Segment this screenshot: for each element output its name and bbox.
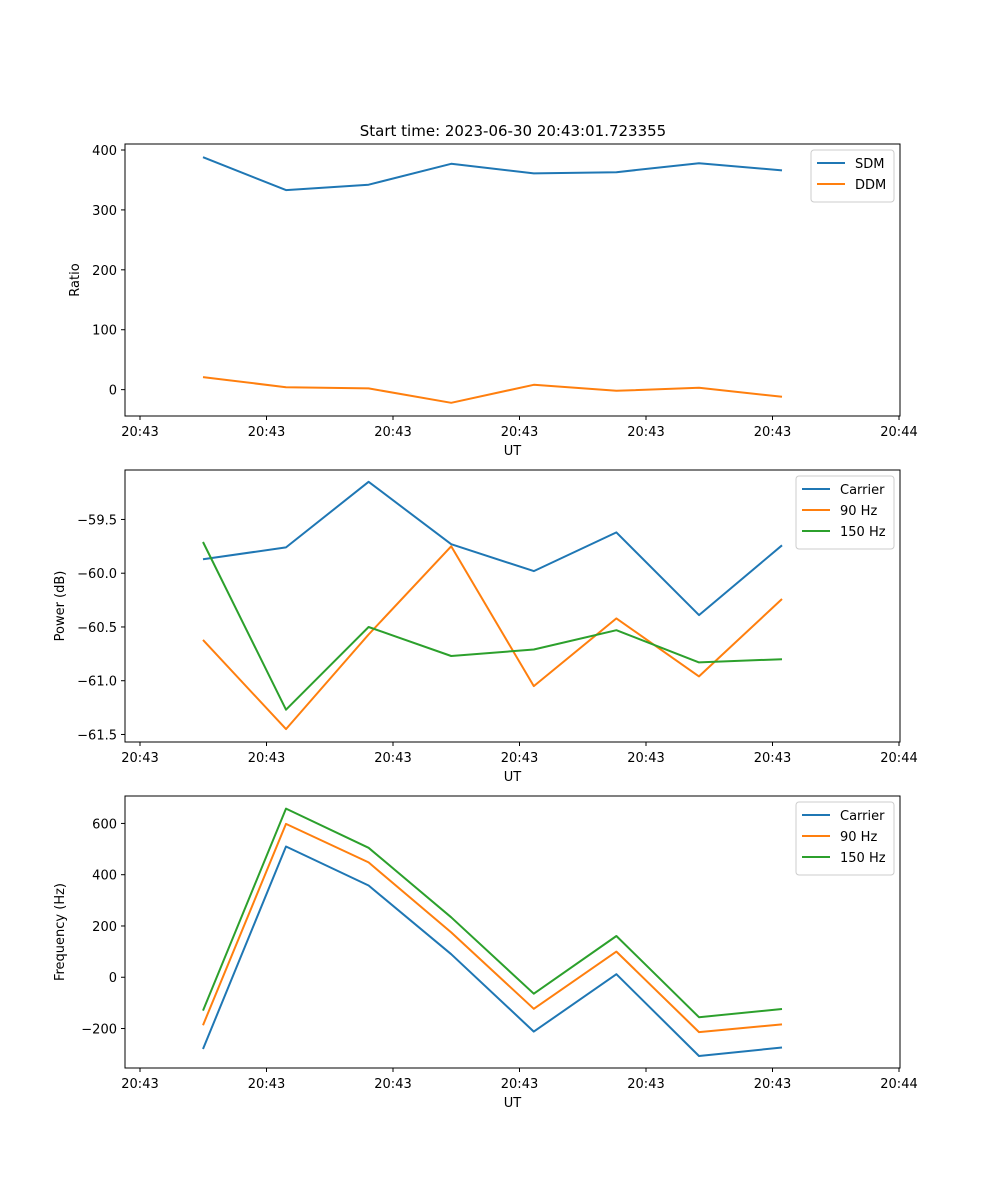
x-tick-label: 20:43 bbox=[627, 1077, 664, 1092]
y-tick-label: −61.0 bbox=[77, 675, 117, 690]
x-tick-label: 20:43 bbox=[248, 1077, 285, 1092]
y-tick-label: −59.5 bbox=[77, 513, 117, 528]
legend-label: 150 Hz bbox=[840, 525, 886, 540]
chart-panel-3: 20:43 20:43 20:43 20:43 20:43 20:43 20:44 UT −20… bbox=[53, 795, 918, 1111]
y-tick-label: −60.0 bbox=[77, 567, 117, 582]
chart-panel-1: 20:43 20:43 20:43 20:43 20:43 20:43 20:44 UT 0 10… bbox=[68, 143, 918, 459]
x-tick-label: 20:43 bbox=[627, 425, 664, 440]
legend-label: 90 Hz bbox=[840, 504, 877, 519]
legend-label: SDM bbox=[855, 157, 884, 172]
y-tick-label: 0 bbox=[109, 384, 117, 399]
legend-label: 90 Hz bbox=[840, 830, 877, 845]
x-axis-label: UT bbox=[504, 770, 522, 785]
series-line-150-hz bbox=[202, 807, 783, 1019]
x-tick-label: 20:43 bbox=[501, 1077, 538, 1092]
y-tick-label: 100 bbox=[92, 324, 117, 339]
x-tick-label: 20:43 bbox=[121, 1077, 158, 1092]
y-tick-label: 600 bbox=[92, 817, 117, 832]
series-line-sdm bbox=[202, 156, 783, 192]
x-tick-label: 20:43 bbox=[754, 425, 791, 440]
x-tick-label: 20:43 bbox=[248, 425, 285, 440]
x-tick-label: 20:43 bbox=[121, 425, 158, 440]
figure-title: Start time: 2023-06-30 20:43:01.723355 bbox=[360, 122, 666, 140]
series-line-150-hz bbox=[202, 541, 783, 711]
x-tick-label: 20:43 bbox=[374, 751, 411, 766]
y-tick-label: 0 bbox=[109, 971, 117, 986]
x-tick-label: 20:43 bbox=[754, 751, 791, 766]
x-axis-label: UT bbox=[504, 1096, 522, 1111]
y-axis-label: Ratio bbox=[68, 263, 83, 296]
x-tick-label: 20:43 bbox=[627, 751, 664, 766]
x-axis-label: UT bbox=[504, 444, 522, 459]
series-line-carrier bbox=[202, 845, 783, 1057]
series-line-ddm bbox=[202, 376, 783, 404]
x-tick-label: 20:44 bbox=[880, 1077, 917, 1092]
y-tick-label: −61.5 bbox=[77, 728, 117, 743]
y-tick-label: 400 bbox=[92, 869, 117, 884]
x-tick-label: 20:43 bbox=[121, 751, 158, 766]
axes-frame bbox=[124, 143, 901, 417]
legend-label: 150 Hz bbox=[840, 851, 886, 866]
y-tick-label: −200 bbox=[81, 1023, 117, 1038]
series-line-90-hz bbox=[202, 545, 783, 731]
legend: Carrier 90 Hz 150 Hz bbox=[795, 801, 895, 876]
y-tick-label: 200 bbox=[92, 920, 117, 935]
legend-label: DDM bbox=[855, 178, 886, 193]
x-tick-label: 20:43 bbox=[374, 425, 411, 440]
x-tick-label: 20:44 bbox=[880, 751, 917, 766]
x-tick-label: 20:43 bbox=[501, 751, 538, 766]
x-tick-label: 20:43 bbox=[754, 1077, 791, 1092]
legend-label: Carrier bbox=[840, 483, 885, 498]
x-tick-label: 20:43 bbox=[248, 751, 285, 766]
chart-panel-2: 20:43 20:43 20:43 20:43 20:43 20:43 20:44 UT −61… bbox=[53, 469, 918, 785]
y-axis-label: Frequency (Hz) bbox=[53, 883, 68, 981]
y-tick-label: 400 bbox=[92, 144, 117, 159]
y-tick-label: 300 bbox=[92, 204, 117, 219]
series-line-carrier bbox=[202, 480, 783, 617]
x-tick-label: 20:44 bbox=[880, 425, 917, 440]
axes-frame bbox=[124, 469, 901, 743]
legend: SDM DDM bbox=[810, 149, 895, 203]
axes-frame bbox=[124, 795, 901, 1069]
series-line-90-hz bbox=[202, 822, 783, 1034]
y-axis-label: Power (dB) bbox=[53, 571, 68, 642]
legend-label: Carrier bbox=[840, 809, 885, 824]
legend: Carrier 90 Hz 150 Hz bbox=[795, 475, 895, 550]
y-tick-label: −60.5 bbox=[77, 621, 117, 636]
x-tick-label: 20:43 bbox=[374, 1077, 411, 1092]
x-tick-label: 20:43 bbox=[501, 425, 538, 440]
y-tick-label: 200 bbox=[92, 264, 117, 279]
